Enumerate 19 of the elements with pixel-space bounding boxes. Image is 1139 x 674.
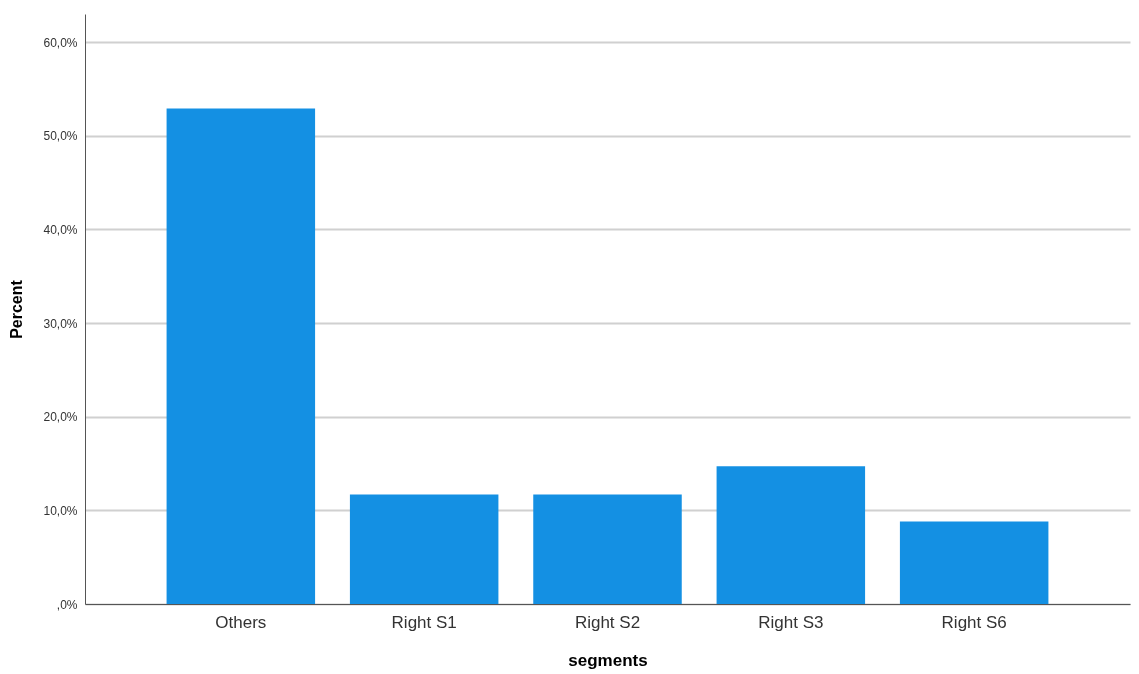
x-tick-label: Right S6 [941,612,1007,632]
y-tick-label: 20,0% [43,410,78,425]
y-axis-title: Percent [8,279,26,339]
x-tick-label: Right S2 [574,612,641,632]
y-tick-label: 10,0% [43,503,78,518]
x-tick-label: Right S1 [391,612,457,632]
x-tick-label: Others [215,612,267,632]
y-tick-label: 30,0% [43,316,78,331]
bar [533,494,682,604]
x-tick-label: Right S3 [758,612,824,632]
y-tick-label: 60,0% [43,35,78,50]
y-tick-label: 50,0% [43,129,78,144]
y-tick-label: 40,0% [43,222,78,237]
bar [716,466,866,604]
bar [166,108,316,604]
bar [349,494,499,604]
bar [899,521,1049,604]
y-tick-label: ,0% [56,597,78,612]
x-axis-title: segments [568,650,648,670]
